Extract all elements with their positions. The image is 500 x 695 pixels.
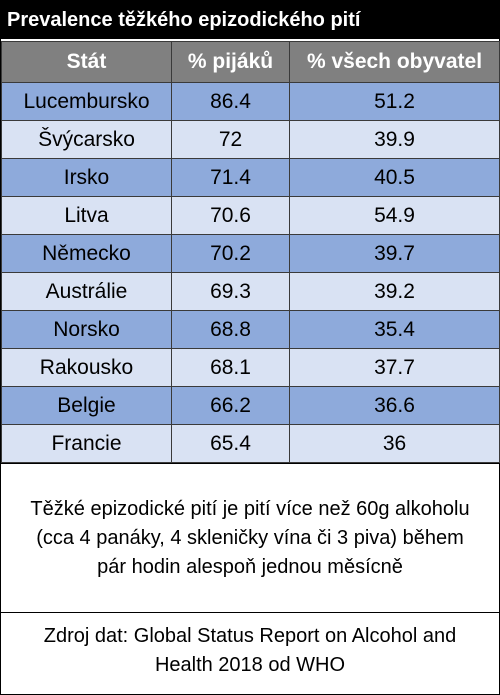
table-row: Lucembursko 86.4 51.2 bbox=[1, 82, 500, 121]
country-cell: Švýcarsko bbox=[1, 120, 172, 159]
value-cell: 70.2 bbox=[171, 234, 290, 273]
value-cell: 66.2 bbox=[171, 386, 290, 425]
table-row: Belgie 66.2 36.6 bbox=[1, 386, 500, 425]
header-cell: Stát bbox=[1, 41, 172, 83]
value-cell: 65.4 bbox=[171, 424, 290, 463]
value-cell: 68.1 bbox=[171, 348, 290, 387]
value-cell: 39.2 bbox=[289, 272, 500, 311]
table-row: Litva 70.6 54.9 bbox=[1, 196, 500, 235]
table-row: Rakousko 68.1 37.7 bbox=[1, 348, 500, 387]
country-cell: Lucembursko bbox=[1, 82, 172, 121]
value-cell: 39.9 bbox=[289, 120, 500, 159]
value-cell: 36.6 bbox=[289, 386, 500, 425]
value-cell: 69.3 bbox=[171, 272, 290, 311]
value-cell: 35.4 bbox=[289, 310, 500, 349]
value-cell: 51.2 bbox=[289, 82, 500, 121]
value-cell: 54.9 bbox=[289, 196, 500, 235]
header-row: Stát% pijáků% všech obyvatel bbox=[1, 41, 500, 83]
header-cell: % všech obyvatel bbox=[289, 41, 500, 83]
value-cell: 39.7 bbox=[289, 234, 500, 273]
value-cell: 68.8 bbox=[171, 310, 290, 349]
value-cell: 37.7 bbox=[289, 348, 500, 387]
source: Zdroj dat: Global Status Report on Alcoh… bbox=[43, 625, 457, 676]
value-cell: 40.5 bbox=[289, 158, 500, 197]
country-cell: Irsko bbox=[1, 158, 172, 197]
note: Těžké epizodické pití je pití více než 6… bbox=[1, 463, 499, 613]
header-cell: % pijáků bbox=[171, 41, 290, 83]
table-row: Austrálie 69.3 39.2 bbox=[1, 272, 500, 311]
value-cell: 86.4 bbox=[171, 82, 290, 121]
country-cell: Francie bbox=[1, 424, 172, 463]
value-cell: 70.6 bbox=[171, 196, 290, 235]
table-row: Francie 65.4 36 bbox=[1, 424, 500, 463]
country-cell: Německo bbox=[1, 234, 172, 273]
country-cell: Austrálie bbox=[1, 272, 172, 311]
value-cell: 36 bbox=[289, 424, 500, 463]
value-cell: 72 bbox=[171, 120, 290, 159]
table-row: Irsko 71.4 40.5 bbox=[1, 158, 500, 197]
country-cell: Belgie bbox=[1, 386, 172, 425]
table-row: Německo 70.2 39.7 bbox=[1, 234, 500, 273]
country-cell: Norsko bbox=[1, 310, 172, 349]
table-row: Švýcarsko 72 39.9 bbox=[1, 120, 500, 159]
value-cell: 71.4 bbox=[171, 158, 290, 197]
table-row: Norsko 68.8 35.4 bbox=[1, 310, 500, 349]
country-cell: Rakousko bbox=[1, 348, 172, 387]
table: Stát% pijáků% všech obyvatel Lucembursko… bbox=[1, 41, 500, 463]
country-cell: Litva bbox=[1, 196, 172, 235]
title: Prevalence těžkého epizodického pití bbox=[1, 1, 499, 41]
